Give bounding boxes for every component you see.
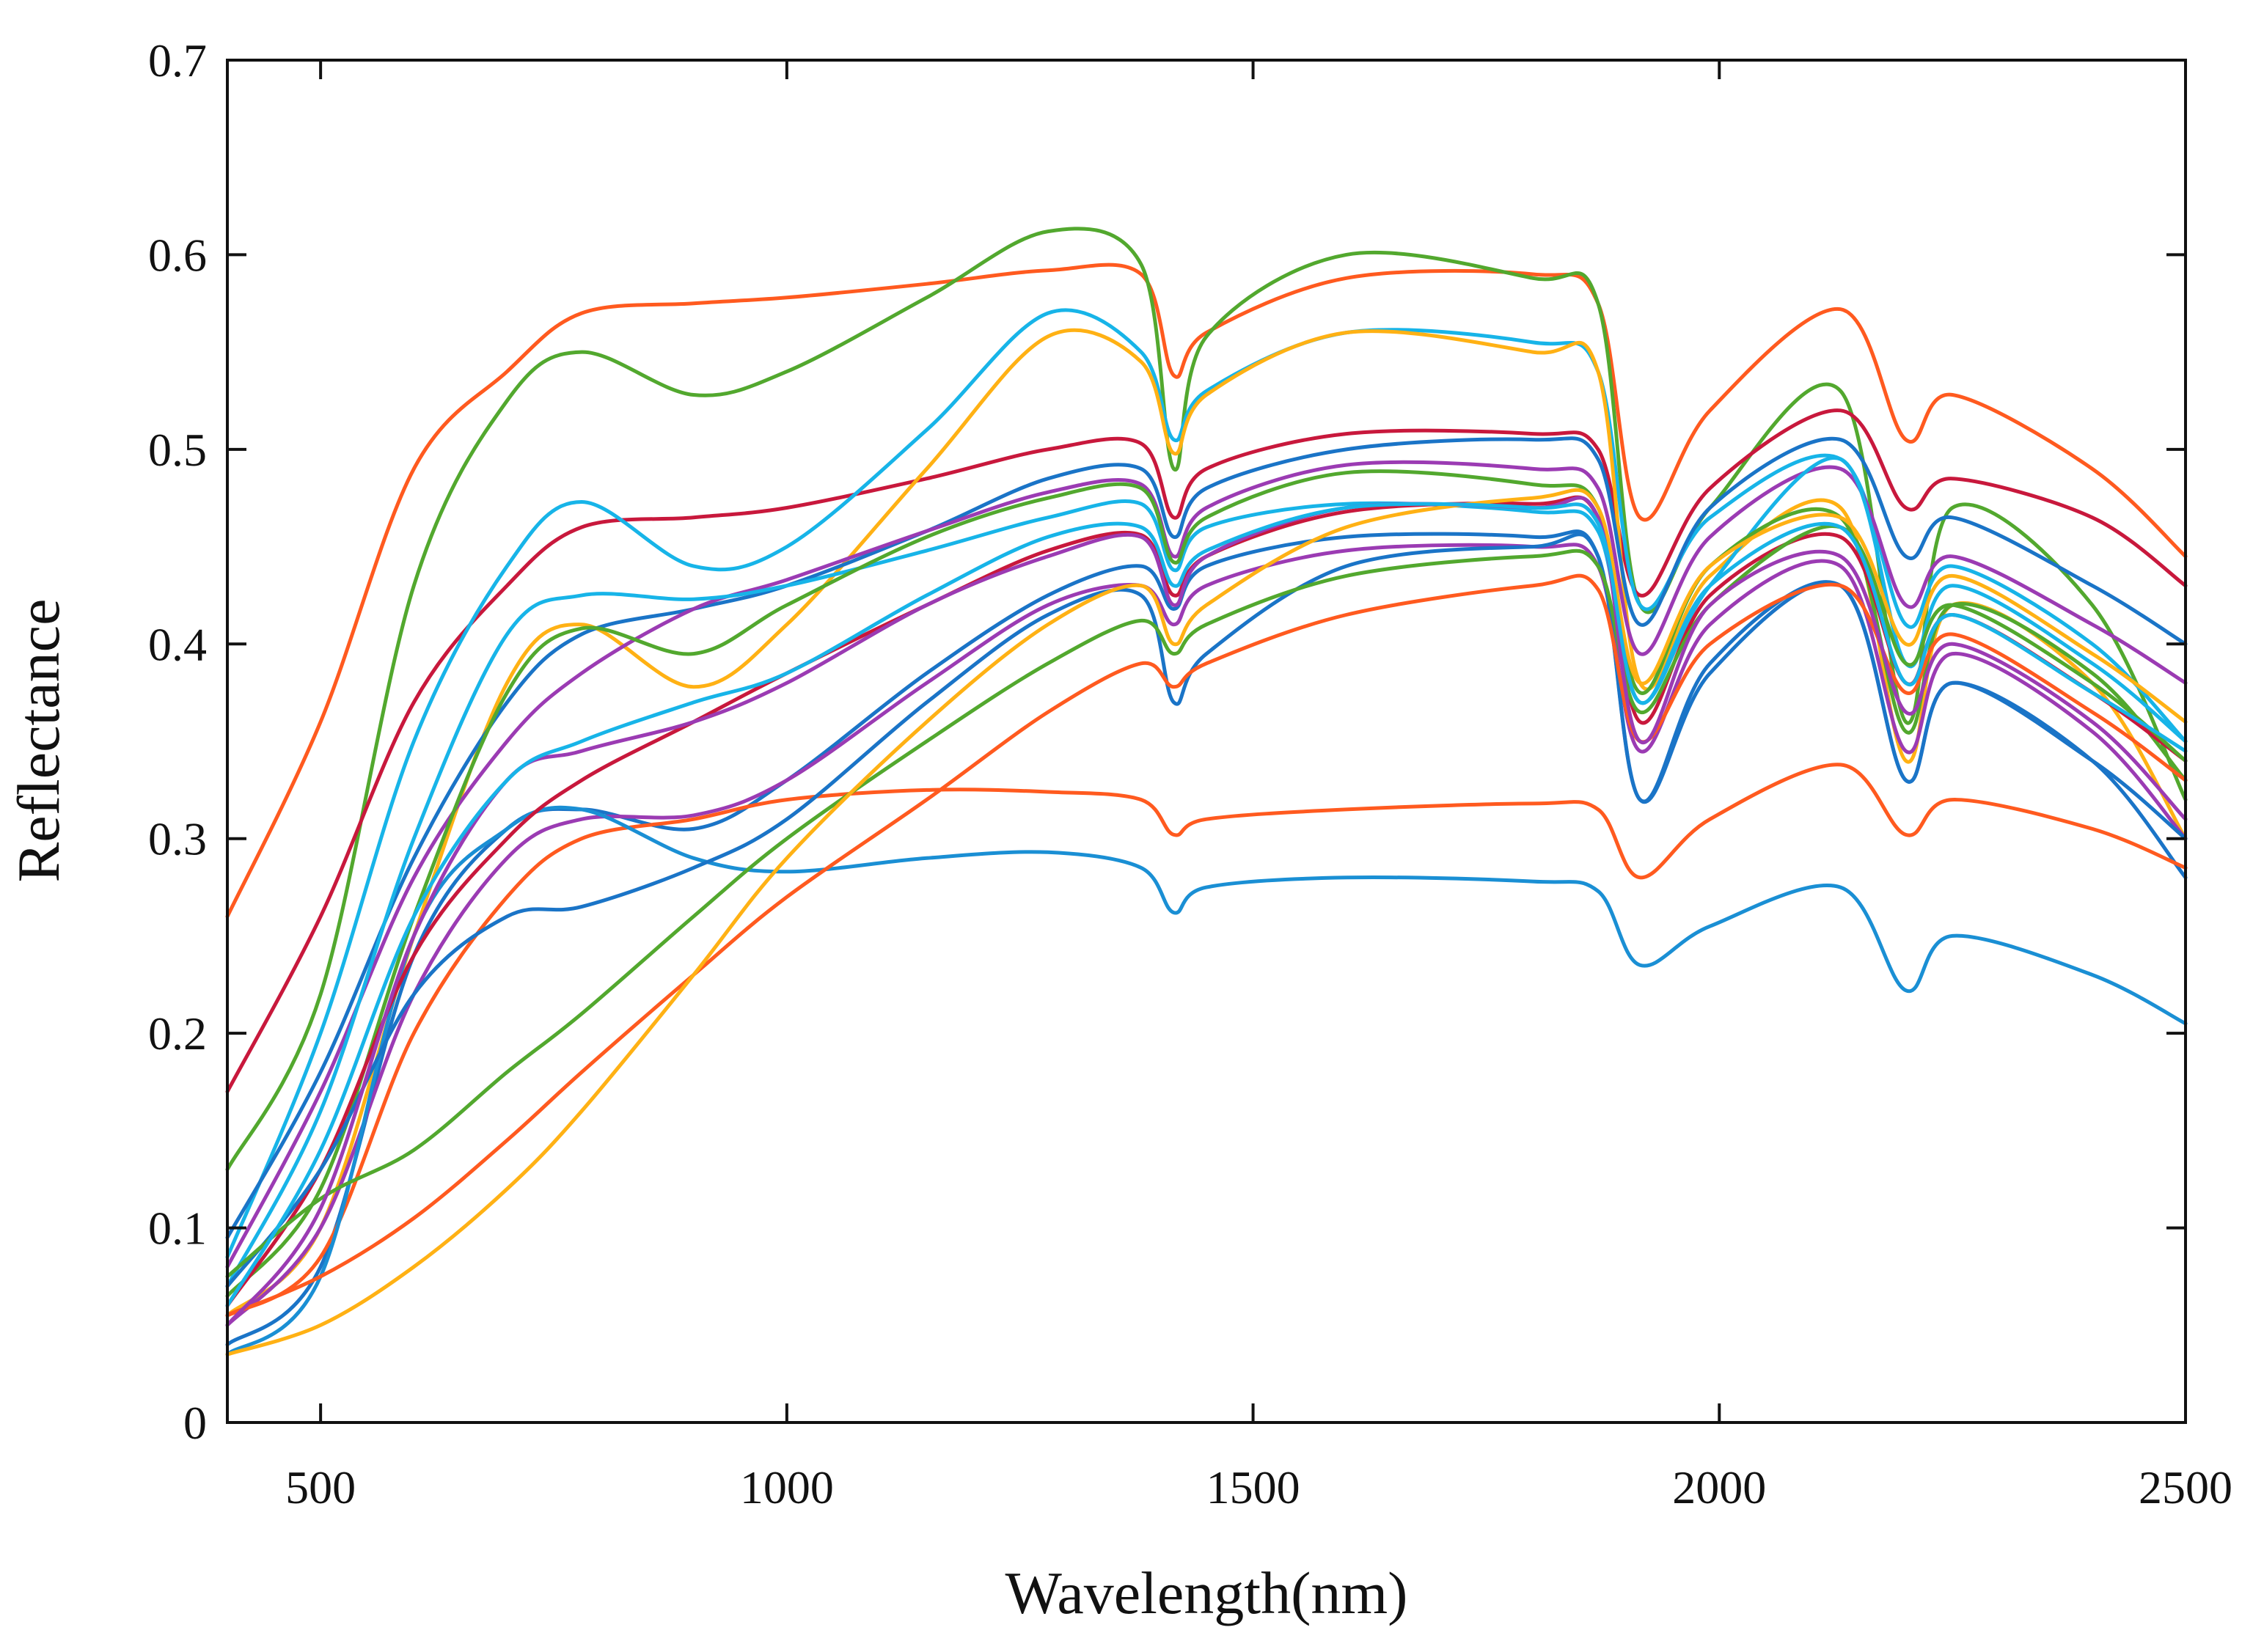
series-line-s20 bbox=[225, 502, 2188, 1308]
series-line-s13 bbox=[225, 805, 2188, 1357]
series-layer bbox=[225, 227, 2188, 1357]
y-tick-label: 0.4 bbox=[148, 618, 207, 670]
y-tick-label: 0.1 bbox=[148, 1203, 207, 1255]
series-line-s7 bbox=[225, 460, 2188, 1269]
series-line-s9 bbox=[225, 469, 2188, 1298]
series-line-s8 bbox=[225, 456, 2188, 1288]
series-line-s4 bbox=[225, 308, 2188, 1259]
series-line-s11 bbox=[225, 543, 2188, 1327]
series-line-s3 bbox=[225, 408, 2188, 1094]
y-axis-title: Reflectance bbox=[5, 599, 72, 883]
plot-frame bbox=[226, 59, 2187, 1424]
x-tick-label: 2000 bbox=[1672, 1461, 1766, 1513]
y-tick-label: 0 bbox=[183, 1397, 207, 1449]
x-axis-title: Wavelength(nm) bbox=[1005, 1560, 1408, 1626]
y-axis: 0 0.1 0.2 0.3 0.4 0.5 0.6 0.7 bbox=[148, 34, 2186, 1449]
series-line-s6 bbox=[225, 436, 2188, 1240]
x-tick-label: 500 bbox=[285, 1461, 356, 1513]
series-line-s16 bbox=[225, 524, 2188, 1279]
x-tick-label: 2500 bbox=[2139, 1461, 2232, 1513]
series-line-s18 bbox=[225, 488, 2188, 1357]
x-tick-label: 1500 bbox=[1206, 1461, 1300, 1513]
series-line-s12 bbox=[225, 763, 2188, 1318]
series-line-s15 bbox=[225, 532, 2188, 1288]
y-tick-label: 0.3 bbox=[148, 813, 207, 865]
series-line-s1 bbox=[225, 263, 2188, 919]
x-axis: 500 1000 1500 2000 2500 bbox=[285, 60, 2232, 1513]
y-tick-label: 0.7 bbox=[148, 34, 207, 87]
y-tick-label: 0.2 bbox=[148, 1007, 207, 1060]
x-tick-label: 1000 bbox=[740, 1461, 834, 1513]
y-tick-label: 0.6 bbox=[148, 229, 207, 281]
y-tick-label: 0.5 bbox=[148, 424, 207, 476]
